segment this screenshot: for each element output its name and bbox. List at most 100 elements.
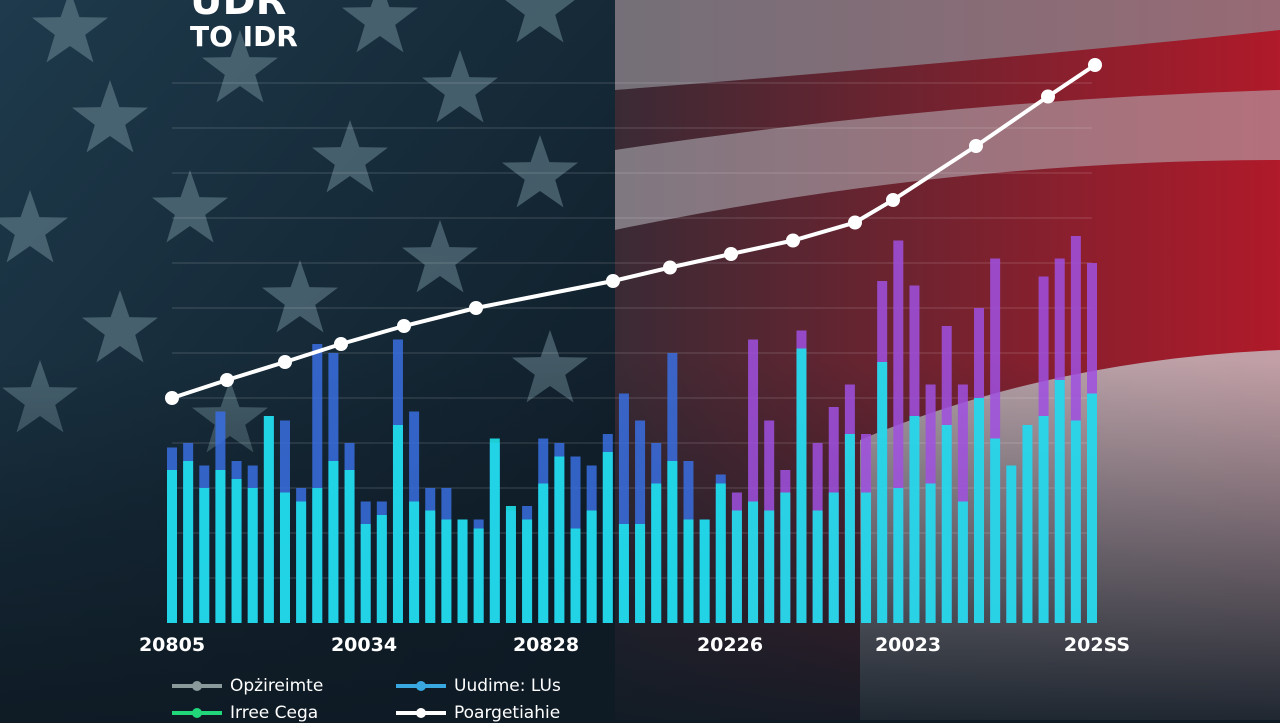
line-point: [786, 233, 800, 248]
line-point: [606, 274, 620, 288]
legend-item: Opżireimte: [172, 676, 323, 696]
bar-base: [877, 362, 888, 623]
legend-item: Poargetiahie: [396, 703, 560, 723]
legend-swatch-icon: [396, 708, 446, 718]
bar-base: [909, 416, 920, 623]
bar-base: [1087, 393, 1097, 623]
line-point: [334, 337, 348, 351]
bar-base: [312, 488, 323, 623]
bar-base: [586, 510, 597, 623]
line-point: [397, 319, 411, 333]
bar-base: [263, 416, 274, 623]
gridlines: [172, 82, 1092, 579]
bar-base: [925, 483, 936, 623]
legend-swatch-icon: [396, 681, 446, 691]
bar-base: [796, 348, 807, 623]
bar-base: [505, 506, 516, 623]
line-point: [848, 215, 862, 230]
bar-base: [974, 398, 985, 623]
bar-base: [715, 483, 726, 623]
x-tick-label: 20023: [874, 634, 942, 656]
line-point: [278, 355, 292, 369]
x-tick-label: 20828: [512, 634, 580, 656]
x-tick-label: 20034: [330, 634, 398, 656]
bar-base: [328, 461, 339, 623]
bar-base: [554, 456, 565, 623]
bar-base: [522, 519, 533, 623]
bar-base: [376, 515, 387, 623]
bar-base: [602, 452, 613, 623]
bar-base: [844, 434, 855, 623]
bar: [312, 344, 323, 623]
bar-base: [425, 510, 436, 623]
bar-base: [683, 519, 694, 623]
legend-swatch-icon: [172, 708, 222, 718]
bar-base: [667, 461, 678, 623]
line-series: [165, 58, 1102, 405]
bar-base: [296, 501, 307, 623]
bar-base: [618, 524, 629, 623]
legend-label: Opżireimte: [230, 676, 324, 696]
bar-base: [748, 501, 759, 623]
bar-base: [183, 461, 194, 623]
line-point: [1041, 89, 1055, 104]
bar-base: [731, 510, 742, 623]
legend-swatch-icon: [172, 681, 222, 691]
bar-base: [279, 492, 290, 623]
bar-base: [215, 470, 226, 623]
bar-base: [247, 488, 258, 623]
bar-base: [570, 528, 581, 623]
bar-base: [473, 528, 484, 623]
bar: [748, 339, 759, 623]
bar-base: [167, 470, 177, 623]
bar: [893, 240, 904, 623]
bar-base: [861, 492, 872, 623]
bar-base: [764, 510, 775, 623]
bar-base: [893, 488, 904, 623]
legend-item: Irree Cega: [172, 703, 318, 723]
line-point: [165, 391, 179, 405]
bar-base: [392, 425, 403, 623]
legend-item: Uudime: LUs: [396, 676, 561, 696]
bar-base: [1006, 465, 1017, 623]
bar-base: [941, 425, 952, 623]
bar: [618, 393, 629, 623]
line-path: [171, 63, 1097, 400]
line-point: [886, 193, 900, 207]
bar-base: [990, 438, 1001, 623]
bar-base: [699, 519, 710, 623]
bar-base: [780, 492, 791, 623]
bar-base: [344, 470, 355, 623]
legend-label: Irree Cega: [230, 703, 319, 723]
bar: [635, 420, 646, 623]
bar-base: [957, 501, 968, 623]
bar-base: [635, 524, 646, 623]
bar-base: [828, 492, 839, 623]
line-point: [1088, 58, 1102, 72]
bar-base: [538, 483, 549, 623]
bar-base: [489, 438, 500, 623]
bar-base: [360, 524, 371, 623]
line-point: [220, 373, 234, 387]
bar-base: [1054, 380, 1065, 623]
bar-series: [167, 236, 1097, 623]
bar-base: [1022, 425, 1033, 623]
bar-base: [1038, 416, 1049, 623]
bar-base: [812, 510, 823, 623]
line-point: [663, 260, 677, 275]
chart-title-line2: TO IDR: [190, 20, 298, 53]
bar-base: [1070, 420, 1081, 623]
line-point: [969, 139, 983, 153]
legend-label: Poargetiahie: [454, 703, 561, 723]
legend-label: Uudime: LUs: [454, 676, 561, 696]
bar-base: [441, 519, 452, 623]
line-point: [469, 301, 483, 315]
x-tick-label: 20226: [696, 634, 764, 656]
chart-title-line1: UDR: [190, 0, 287, 24]
bar-base: [651, 483, 662, 623]
x-tick-label: 202SS: [1063, 634, 1131, 656]
line-point: [724, 247, 738, 261]
bar-base: [409, 501, 420, 623]
bar-base: [457, 519, 468, 623]
